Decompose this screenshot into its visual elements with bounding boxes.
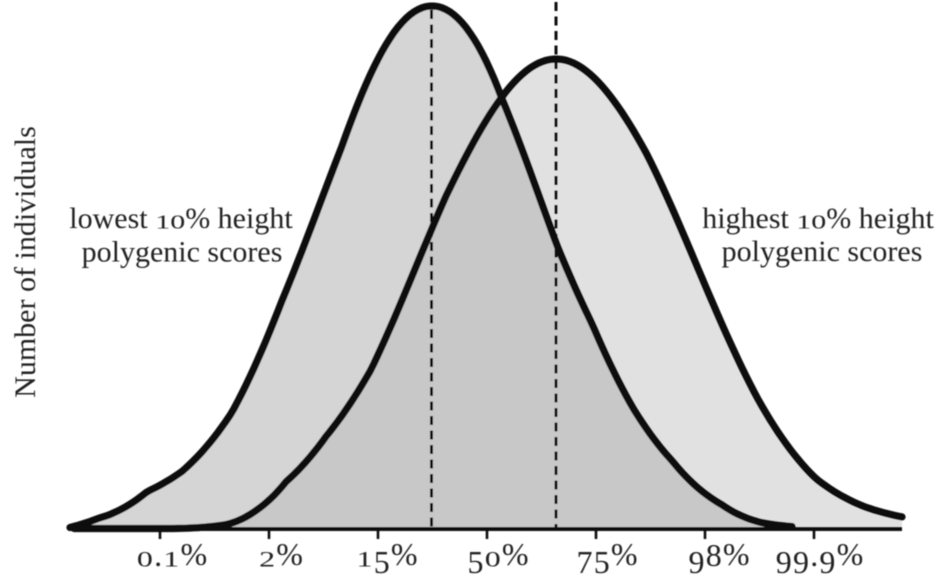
svg-text:0: 0 [811, 210, 826, 233]
svg-text:lowest: lowest [69, 202, 155, 235]
svg-text:%: % [181, 536, 208, 572]
svg-text:% height: % height [185, 202, 293, 235]
svg-text:5: 5 [594, 544, 610, 580]
svg-text:%: % [276, 536, 303, 572]
svg-text:7: 7 [577, 544, 593, 580]
svg-text:9: 9 [776, 544, 792, 580]
svg-text:9: 9 [793, 544, 809, 580]
svg-text:%: % [502, 536, 529, 572]
svg-text:9: 9 [819, 544, 835, 580]
svg-text:%: % [391, 536, 418, 572]
svg-text:polygenic scores: polygenic scores [82, 236, 283, 269]
svg-text:% height: % height [826, 202, 934, 235]
svg-text:1: 1 [357, 547, 373, 571]
svg-text:.: . [810, 537, 818, 573]
svg-text:1: 1 [155, 210, 170, 233]
svg-text:1: 1 [796, 210, 811, 233]
svg-text:%: % [723, 536, 750, 572]
svg-text:%: % [611, 536, 638, 572]
svg-text:8: 8 [706, 537, 722, 573]
svg-text:highest: highest [702, 202, 796, 235]
svg-text:polygenic scores: polygenic scores [722, 235, 923, 268]
svg-text:0: 0 [137, 547, 153, 571]
svg-text:1: 1 [163, 547, 179, 571]
svg-text:0: 0 [485, 547, 501, 571]
svg-text:5: 5 [374, 544, 390, 580]
svg-text:2: 2 [259, 547, 275, 571]
svg-text:Number of individuals: Number of individuals [9, 126, 42, 398]
svg-text:%: % [837, 536, 864, 572]
svg-text:0: 0 [170, 210, 185, 233]
svg-text:5: 5 [468, 544, 484, 580]
svg-text:.: . [154, 537, 162, 573]
svg-text:9: 9 [689, 544, 705, 580]
